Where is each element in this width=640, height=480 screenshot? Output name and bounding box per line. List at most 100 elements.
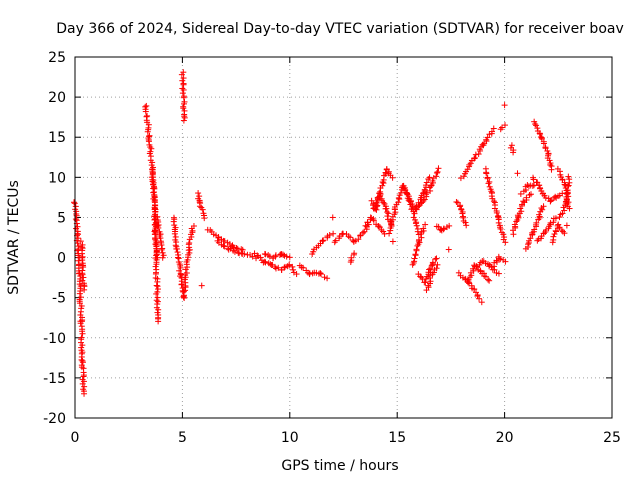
data-point <box>533 122 540 129</box>
data-point <box>566 205 573 212</box>
data-point <box>198 282 205 289</box>
data-point <box>77 238 84 245</box>
data-point <box>494 213 501 220</box>
data-point <box>484 175 491 182</box>
data-point <box>142 108 149 115</box>
data-point <box>81 286 88 293</box>
data-point <box>72 216 79 223</box>
data-point <box>190 223 197 230</box>
data-point <box>547 219 554 226</box>
data-point <box>415 203 422 210</box>
x-tick-label: 20 <box>496 430 514 446</box>
data-point <box>286 262 293 269</box>
data-point <box>421 279 428 286</box>
data-point <box>74 240 81 247</box>
data-point <box>459 210 466 217</box>
data-point <box>79 271 86 278</box>
data-point <box>488 264 495 271</box>
data-point <box>497 256 504 263</box>
data-point <box>531 226 538 233</box>
data-point <box>324 275 331 282</box>
grid <box>75 57 612 418</box>
y-tick-label: 0 <box>57 251 66 267</box>
data-point <box>502 239 509 246</box>
data-point <box>547 161 554 168</box>
data-point <box>149 178 156 185</box>
y-axis-label: SDTVAR / TECUs <box>6 180 22 295</box>
data-point <box>317 270 324 277</box>
data-point <box>330 230 337 237</box>
data-point <box>476 295 483 302</box>
data-point <box>152 235 159 242</box>
data-point <box>552 193 559 200</box>
data-point <box>550 233 557 240</box>
y-tick-label: -20 <box>43 411 66 427</box>
data-point <box>465 276 472 283</box>
data-point <box>178 281 185 288</box>
data-point <box>518 208 525 215</box>
data-point <box>364 219 371 226</box>
data-point <box>563 222 570 229</box>
data-point <box>241 250 248 257</box>
data-point <box>180 75 187 82</box>
data-point <box>153 290 160 297</box>
data-point <box>508 142 515 149</box>
data-point <box>180 100 187 107</box>
y-tick-label: -15 <box>43 371 66 387</box>
data-point <box>180 81 187 88</box>
data-point <box>561 207 568 214</box>
data-point <box>321 274 328 281</box>
data-point <box>79 330 86 337</box>
data-point <box>446 222 453 229</box>
data-point <box>152 209 159 216</box>
data-point <box>275 264 282 271</box>
data-point <box>81 390 88 397</box>
data-point <box>529 182 536 189</box>
data-point <box>555 221 562 228</box>
data-point <box>382 169 389 176</box>
data-point <box>420 197 427 204</box>
data-point <box>249 253 256 260</box>
data-point <box>407 197 414 204</box>
data-point <box>514 170 521 177</box>
data-point <box>488 128 495 135</box>
data-point <box>453 198 460 205</box>
data-point <box>361 228 368 235</box>
data-point <box>238 250 245 257</box>
data-point <box>528 191 535 198</box>
data-point <box>405 193 412 200</box>
data-point <box>179 90 186 97</box>
data-point <box>174 249 181 256</box>
data-point <box>153 282 160 289</box>
y-tick-label: 10 <box>48 170 66 186</box>
data-point <box>530 176 537 183</box>
data-point <box>471 155 478 162</box>
data-point <box>421 196 428 203</box>
data-point <box>490 198 497 205</box>
data-point <box>526 237 533 244</box>
data-points <box>71 69 573 397</box>
data-point <box>351 250 358 257</box>
data-point <box>434 168 441 175</box>
data-point <box>79 357 86 364</box>
data-point <box>426 174 433 181</box>
data-point <box>380 199 387 206</box>
data-point <box>546 157 553 164</box>
data-point <box>293 271 300 278</box>
data-point <box>349 237 356 244</box>
data-point <box>174 254 181 261</box>
data-point <box>440 226 447 233</box>
data-point <box>556 214 563 221</box>
data-point <box>418 199 425 206</box>
data-point <box>280 251 287 258</box>
data-point <box>386 230 393 237</box>
x-tick-label: 25 <box>603 430 621 446</box>
data-point <box>559 228 566 235</box>
data-point <box>266 253 273 260</box>
data-point <box>180 86 187 93</box>
data-point <box>433 173 440 180</box>
data-point <box>320 237 327 244</box>
data-point <box>548 166 555 173</box>
data-point <box>75 257 82 264</box>
data-point <box>420 225 427 232</box>
